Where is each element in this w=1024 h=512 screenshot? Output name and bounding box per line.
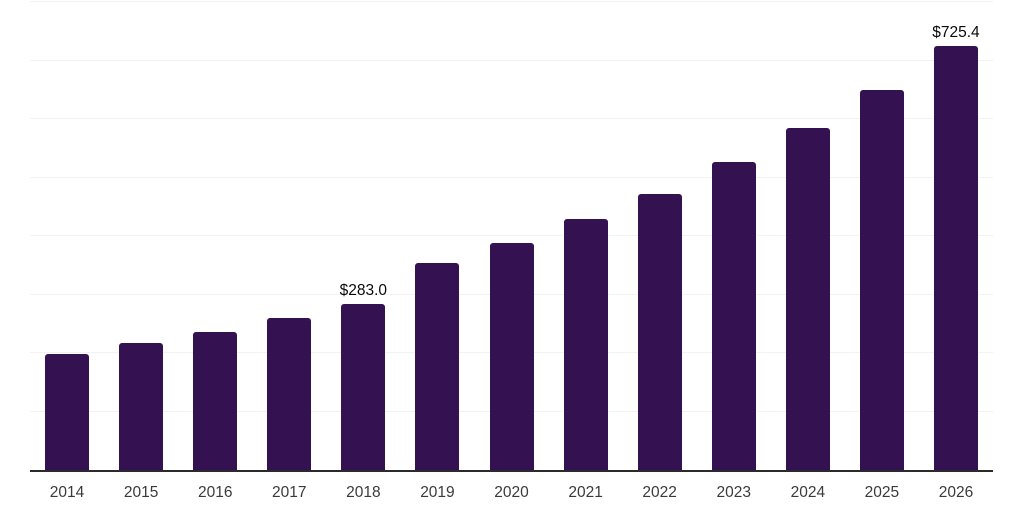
bar-slot-2014: [30, 2, 104, 470]
bar-2016: [193, 331, 238, 470]
x-tick-2019: 2019: [420, 484, 455, 501]
bar-slot-2016: [178, 2, 252, 470]
bar-2017: [267, 318, 312, 470]
x-axis-labels: 2014 2015 2016 2017 2018 2019 2020 2021 2022 2023…: [30, 484, 993, 501]
bar-2014: [45, 353, 90, 470]
x-tick-2020: 2020: [494, 484, 529, 501]
bars-container: $283.0 $725.4: [30, 2, 993, 470]
plot-area: $283.0 $725.4: [30, 1, 993, 472]
x-tick-2021: 2021: [568, 484, 603, 501]
bar-2021: [563, 219, 608, 470]
x-tick-2018: 2018: [346, 484, 381, 501]
bar-2026: [933, 45, 978, 470]
x-axis-line: [30, 470, 993, 472]
gridline-500: [30, 176, 993, 178]
bar-slot-2025: [845, 2, 919, 470]
bar-slot-2019: [400, 2, 474, 470]
bar-slot-2026: $725.4: [919, 2, 993, 470]
bar-value-label-2026: $725.4: [932, 23, 980, 41]
x-tick-2016: 2016: [197, 484, 233, 501]
bar-2019: [415, 263, 460, 470]
x-tick-2017: 2017: [272, 484, 307, 501]
x-tick-2023: 2023: [716, 484, 751, 501]
bar-slot-2024: [771, 2, 845, 470]
x-tick-2026: 2026: [938, 484, 974, 501]
bar-value-label-2018: $283.0: [339, 282, 388, 300]
gridline-700: [30, 59, 993, 61]
bar-slot-2017: [252, 2, 326, 470]
bar-2022: [637, 193, 682, 470]
bar-2023: [711, 162, 756, 470]
bar-slot-2022: [623, 2, 697, 470]
bar-2024: [785, 128, 830, 470]
bar-2018: [341, 304, 386, 470]
x-tick-2022: 2022: [642, 484, 677, 501]
bar-slot-2021: [549, 2, 623, 470]
bar-slot-2020: [474, 2, 548, 470]
gridline-600: [30, 118, 993, 119]
bar-slot-2018: $283.0: [326, 2, 400, 470]
bar-2020: [489, 242, 534, 470]
x-tick-2014: 2014: [49, 484, 85, 501]
bar-slot-2023: [697, 2, 771, 470]
x-tick-2024: 2024: [790, 484, 826, 501]
gridline-800: [30, 1, 993, 2]
gridline-400: [30, 235, 993, 236]
bar-2025: [859, 89, 904, 470]
bar-2015: [119, 343, 164, 470]
x-tick-2025: 2025: [864, 484, 900, 501]
bar-slot-2015: [104, 2, 178, 470]
x-tick-2015: 2015: [123, 484, 159, 501]
